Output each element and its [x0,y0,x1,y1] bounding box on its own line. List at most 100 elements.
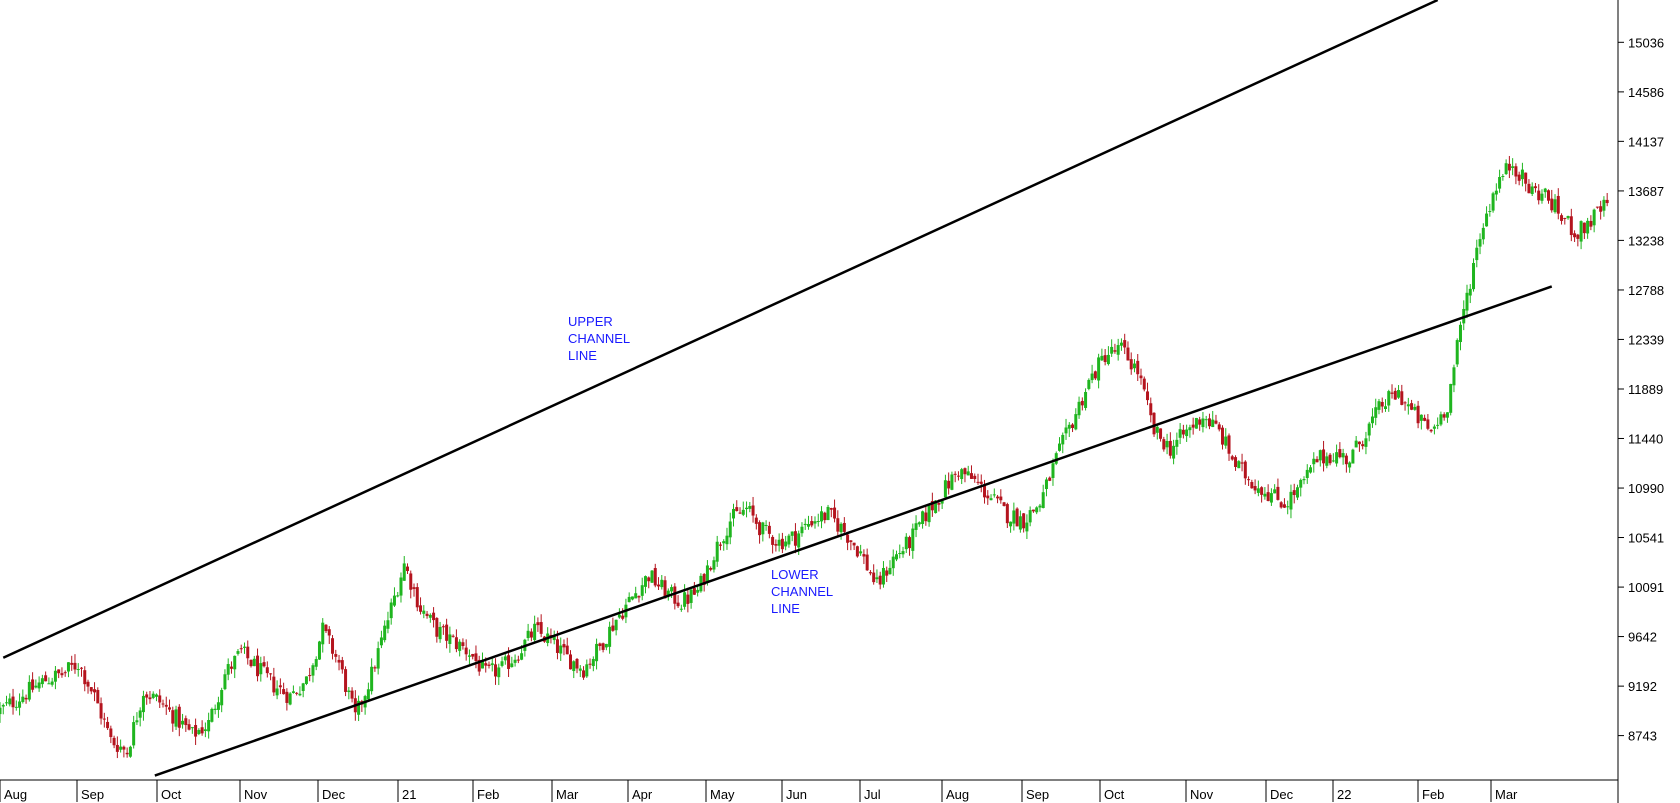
candle-body [233,655,237,670]
candle-body [1234,457,1238,467]
candle-body [474,653,478,662]
candle-body [454,637,458,650]
candle-body [595,643,599,662]
candle-body [1263,493,1267,497]
candle-body [487,664,491,666]
x-axis-ticks: Aug Sep Oct Nov Dec 21 Feb Mar Apr May Jun Jul Aug Se… [0,780,1518,802]
candle-body [5,702,9,704]
candle-body [1103,355,1107,363]
candle-body [47,683,51,685]
candle-body [357,700,361,715]
candle-body [999,496,1003,501]
candle-body [702,574,706,585]
candle-body [761,522,765,535]
candle-body [996,496,1000,499]
candle-body [1201,418,1205,428]
candle-body [304,676,308,684]
candle-body [683,592,687,607]
candle-body [402,563,406,581]
candle-body [1357,441,1361,445]
candle-body [1256,488,1260,493]
candle-body [141,695,145,713]
candle-body [1084,391,1088,408]
candlestick-series [0,155,1609,759]
candle-body [888,567,892,575]
candle-body [1188,427,1192,431]
candle-body [823,512,827,521]
candle-body [1185,429,1189,437]
candle-body [399,577,403,596]
candle-body [187,724,191,730]
candle-body [1204,419,1208,421]
candle-body [24,697,28,700]
candle-body [128,746,132,757]
candle-body [197,729,201,735]
x-tick-label: Jul [864,787,881,802]
candle-body [1286,506,1290,508]
candle-body [722,541,726,544]
candle-body [1602,199,1606,211]
candle-body [229,666,233,669]
candle-body [458,641,462,651]
candle-body [1126,347,1130,361]
candle-body [1253,486,1257,491]
candle-body [34,685,38,688]
candle-body [1302,479,1306,481]
candle-body [842,522,846,532]
x-tick-label: Apr [632,787,653,802]
candle-body [1260,487,1264,495]
candle-body [533,623,537,641]
candle-body [1100,355,1104,361]
candle-body [1051,463,1055,478]
candle-body [135,720,139,723]
y-tick-label: 10541 [1628,531,1664,546]
candle-body [738,512,742,514]
candle-body [976,481,980,483]
candle-body [1504,163,1508,175]
candle-body [239,648,243,650]
candle-body [500,661,504,666]
candle-body [467,655,471,657]
candle-body [826,506,830,521]
candle-body [1514,166,1518,177]
candle-body [262,662,266,667]
candle-body [1279,502,1283,508]
candle-body [1491,193,1495,211]
candle-body [1439,414,1443,425]
candle-body [83,670,87,685]
candle-body [1113,350,1117,352]
candle-body [308,675,312,677]
candle-body [236,651,240,654]
candle-body [243,646,246,648]
candle-body [203,729,207,732]
candle-body [21,696,25,702]
candle-body [314,659,318,667]
candle-body [1563,217,1567,219]
candle-body [565,645,569,655]
candle-body [1540,193,1544,201]
candle-body [966,471,970,476]
candle-body [220,690,224,706]
candle-body [1172,445,1176,459]
candle-body [1595,206,1599,208]
candle-body [1074,414,1078,430]
candle-body [1370,416,1374,424]
candle-body [1458,324,1462,343]
candle-body [764,525,768,527]
candle-body [425,613,429,616]
candle-body [705,565,709,583]
candle-body [686,594,690,604]
candle-body [464,647,468,655]
candle-body [839,523,843,533]
x-tick-label: Aug [946,787,969,802]
candle-body [1018,516,1022,530]
candle-body [784,541,788,547]
candle-body [1322,449,1326,464]
candle-body [0,707,2,715]
candle-body [1250,482,1254,489]
candle-body [846,534,850,543]
candle-body [630,596,634,600]
candle-body [611,625,615,631]
candle-body [875,577,879,580]
